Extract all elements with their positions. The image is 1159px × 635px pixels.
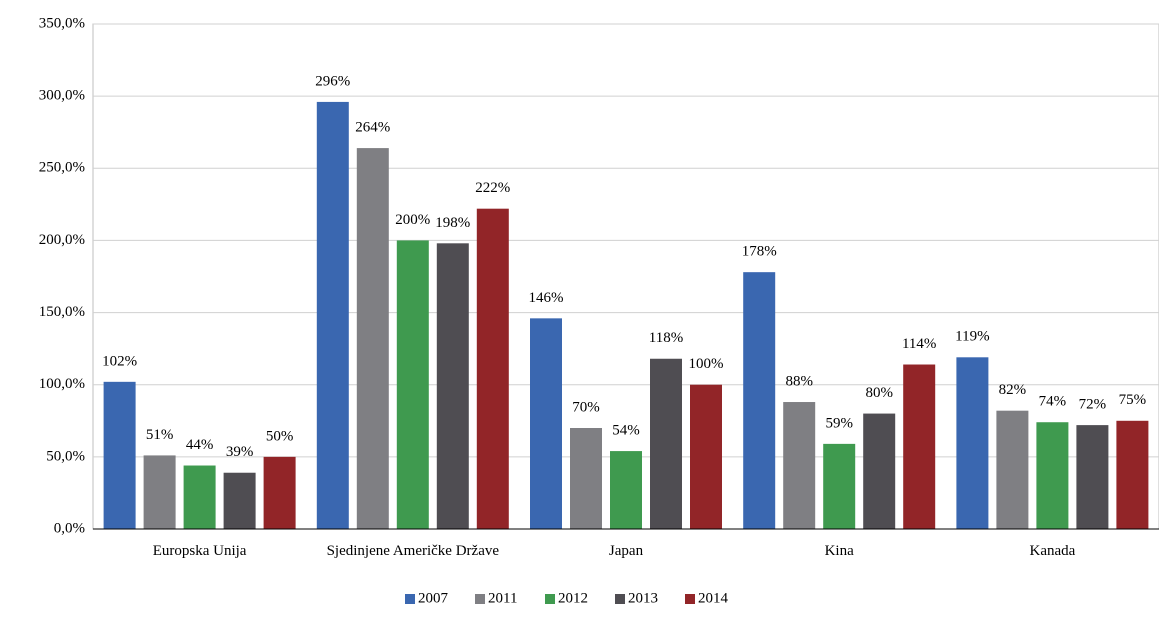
legend-swatch xyxy=(615,594,625,604)
data-label: 296% xyxy=(315,73,350,89)
data-label: 198% xyxy=(435,215,470,231)
bar xyxy=(396,240,429,529)
bar xyxy=(1076,425,1109,529)
y-tick-label: 50,0% xyxy=(46,448,85,464)
legend-label: 2007 xyxy=(418,590,449,606)
bar xyxy=(436,243,469,530)
bar xyxy=(690,384,722,529)
legend-label: 2012 xyxy=(558,590,588,606)
x-tick-label: Kina xyxy=(824,543,854,559)
y-tick-label: 250,0% xyxy=(39,160,85,176)
data-label: 50% xyxy=(266,428,294,444)
bar xyxy=(996,410,1029,529)
x-tick-label: Sjedinjene Američke Države xyxy=(326,543,500,559)
data-label: 70% xyxy=(572,399,600,415)
legend-label: 2014 xyxy=(698,590,729,606)
bar xyxy=(650,358,682,529)
bar xyxy=(316,101,349,530)
data-label: 59% xyxy=(825,415,853,431)
data-label: 88% xyxy=(785,373,813,389)
data-label: 100% xyxy=(689,356,724,372)
legend-swatch xyxy=(545,594,555,604)
bar xyxy=(1036,422,1069,529)
data-label: 119% xyxy=(955,329,989,345)
data-label: 102% xyxy=(102,353,137,369)
bar xyxy=(1116,420,1149,529)
bar xyxy=(863,413,896,529)
y-tick-label: 300,0% xyxy=(39,88,85,104)
data-label: 118% xyxy=(649,330,683,346)
bar xyxy=(476,208,509,529)
bar xyxy=(103,381,136,529)
bar xyxy=(143,455,176,529)
data-label: 178% xyxy=(742,244,777,260)
data-label: 54% xyxy=(612,423,640,439)
bar xyxy=(263,456,296,529)
data-label: 264% xyxy=(355,120,390,136)
data-label: 74% xyxy=(1039,394,1067,410)
data-label: 72% xyxy=(1079,397,1107,413)
x-tick-label: Kanada xyxy=(1029,543,1076,559)
data-label: 39% xyxy=(226,444,254,460)
bar xyxy=(356,148,389,530)
legend-label: 2011 xyxy=(488,590,517,606)
bar xyxy=(610,451,642,529)
bar xyxy=(530,318,562,529)
data-label: 44% xyxy=(186,437,214,453)
x-tick-label: Europska Unija xyxy=(152,543,247,559)
y-tick-label: 150,0% xyxy=(39,304,85,320)
x-tick-label: Japan xyxy=(608,543,644,559)
legend-swatch xyxy=(475,594,485,604)
bar xyxy=(743,272,776,529)
data-label: 82% xyxy=(999,382,1027,398)
bar xyxy=(183,465,216,529)
data-label: 146% xyxy=(529,290,564,306)
data-label: 51% xyxy=(146,427,174,443)
y-tick-label: 350,0% xyxy=(39,15,85,31)
y-tick-label: 200,0% xyxy=(39,232,85,248)
data-label: 114% xyxy=(902,336,936,352)
bar xyxy=(223,472,256,529)
y-tick-label: 100,0% xyxy=(39,376,85,392)
bar xyxy=(903,364,936,529)
y-tick-label: 0,0% xyxy=(54,520,85,536)
data-label: 75% xyxy=(1119,392,1147,408)
legend-label: 2013 xyxy=(628,590,658,606)
data-label: 80% xyxy=(865,385,893,401)
bar xyxy=(956,357,989,529)
bar xyxy=(783,402,816,529)
legend-swatch xyxy=(685,594,695,604)
legend-swatch xyxy=(405,594,415,604)
bar xyxy=(570,428,602,529)
data-label: 200% xyxy=(395,212,430,228)
data-label: 222% xyxy=(475,180,510,196)
bar xyxy=(823,443,856,529)
